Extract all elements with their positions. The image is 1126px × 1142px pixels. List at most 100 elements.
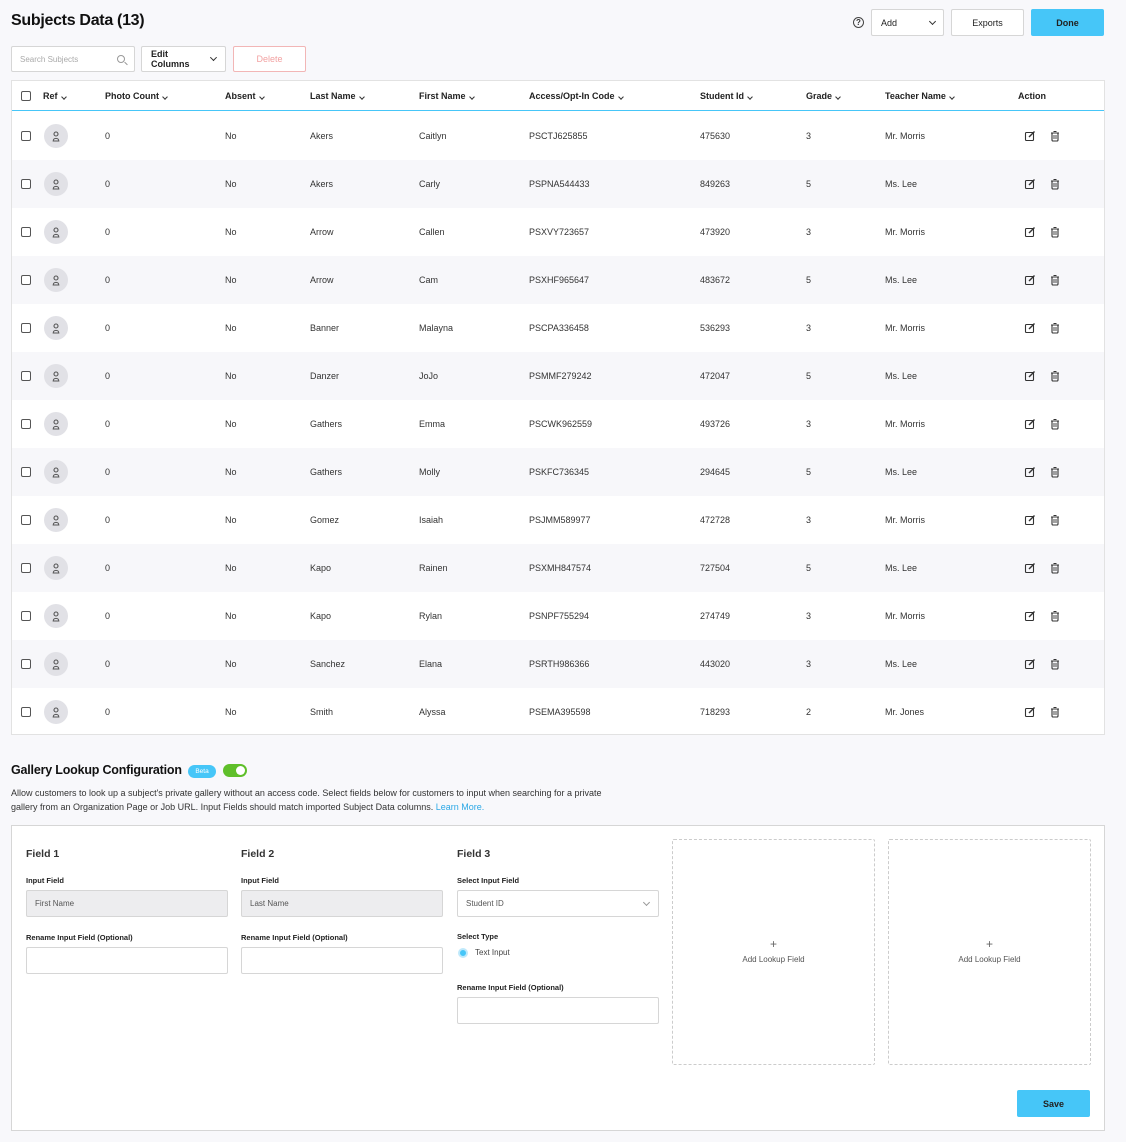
field-1-rename-input[interactable] <box>26 947 228 974</box>
grade-cell: 5 <box>806 179 812 189</box>
done-button[interactable]: Done <box>1031 9 1104 36</box>
row-checkbox[interactable] <box>21 179 31 189</box>
edit-icon[interactable] <box>1024 226 1036 238</box>
person-icon <box>51 418 61 430</box>
edit-icon[interactable] <box>1024 466 1036 478</box>
table-row: 0 No Banner Malayna PSCPA336458 536293 3 Mr. Mo… <box>12 304 1104 352</box>
absent-cell: No <box>225 419 237 429</box>
add-lookup-field-button[interactable]: + Add Lookup Field <box>672 839 875 1065</box>
row-checkbox[interactable] <box>21 275 31 285</box>
student-id-cell: 472728 <box>700 515 731 525</box>
add-lookup-field-button[interactable]: + Add Lookup Field <box>888 839 1091 1065</box>
trash-icon[interactable] <box>1049 178 1061 190</box>
add-lookup-field-label: Add Lookup Field <box>742 955 805 964</box>
edit-icon[interactable] <box>1024 706 1036 718</box>
field-2-rename-input[interactable] <box>241 947 443 974</box>
text-input-radio-label: Text Input <box>475 948 510 957</box>
column-header-last-name[interactable]: Last Name <box>310 91 365 101</box>
last-name-cell: Gomez <box>310 515 340 525</box>
delete-button[interactable]: Delete <box>233 46 306 72</box>
trash-icon[interactable] <box>1049 418 1061 430</box>
edit-icon[interactable] <box>1024 514 1036 526</box>
last-name-cell: Danzer <box>310 371 340 381</box>
field-3-select[interactable]: Student ID <box>457 890 659 917</box>
edit-icon[interactable] <box>1024 178 1036 190</box>
row-checkbox[interactable] <box>21 371 31 381</box>
edit-icon[interactable] <box>1024 130 1036 142</box>
column-header-access-code[interactable]: Access/Opt-In Code <box>529 91 624 101</box>
student-id-cell: 718293 <box>700 707 731 717</box>
trash-icon[interactable] <box>1049 370 1061 382</box>
question-circle-icon[interactable]: ? <box>853 17 864 28</box>
teacher-name-cell: Mr. Morris <box>885 515 925 525</box>
first-name-cell: JoJo <box>419 371 439 381</box>
table-header: Ref Photo Count Absent Last Name First N… <box>12 81 1104 111</box>
row-checkbox[interactable] <box>21 707 31 717</box>
trash-icon[interactable] <box>1049 514 1061 526</box>
gallery-lookup-toggle[interactable] <box>223 764 247 777</box>
row-checkbox[interactable] <box>21 227 31 237</box>
column-header-photo-count[interactable]: Photo Count <box>105 91 168 101</box>
trash-icon[interactable] <box>1049 274 1061 286</box>
trash-icon[interactable] <box>1049 562 1061 574</box>
column-header-grade[interactable]: Grade <box>806 91 841 101</box>
column-header-absent[interactable]: Absent <box>225 91 265 101</box>
trash-icon[interactable] <box>1049 226 1061 238</box>
row-checkbox[interactable] <box>21 611 31 621</box>
teacher-name-cell: Mr. Morris <box>885 323 925 333</box>
edit-icon[interactable] <box>1024 418 1036 430</box>
absent-cell: No <box>225 659 237 669</box>
photo-count-cell: 0 <box>105 275 111 285</box>
edit-icon[interactable] <box>1024 658 1036 670</box>
edit-icon[interactable] <box>1024 610 1036 622</box>
person-icon <box>51 706 61 718</box>
first-name-cell: Emma <box>419 419 446 429</box>
teacher-name-cell: Ms. Lee <box>885 467 918 477</box>
trash-icon[interactable] <box>1049 658 1061 670</box>
row-checkbox[interactable] <box>21 131 31 141</box>
add-dropdown-button[interactable]: Add <box>871 9 944 36</box>
field-3-rename-input[interactable] <box>457 997 659 1024</box>
row-checkbox[interactable] <box>21 419 31 429</box>
learn-more-link[interactable]: Learn More. <box>435 802 485 812</box>
edit-icon[interactable] <box>1024 274 1036 286</box>
column-header-first-name[interactable]: First Name <box>419 91 475 101</box>
select-all-checkbox[interactable] <box>21 91 31 101</box>
lookup-fields-panel: Field 1 Input Field First Name Rename In… <box>11 825 1105 1131</box>
trash-icon[interactable] <box>1049 466 1061 478</box>
field-1-input: First Name <box>26 890 228 917</box>
edit-columns-button[interactable]: Edit Columns <box>141 46 226 72</box>
row-checkbox[interactable] <box>21 323 31 333</box>
exports-button[interactable]: Exports <box>951 9 1024 36</box>
first-name-cell: Rylan <box>419 611 443 621</box>
search-icon <box>117 55 125 63</box>
column-header-ref[interactable]: Ref <box>43 91 67 101</box>
row-checkbox[interactable] <box>21 515 31 525</box>
trash-icon[interactable] <box>1049 322 1061 334</box>
trash-icon[interactable] <box>1049 610 1061 622</box>
column-header-student-id[interactable]: Student Id <box>700 91 753 101</box>
edit-icon[interactable] <box>1024 322 1036 334</box>
access-code-cell: PSEMA395598 <box>529 707 591 717</box>
grade-cell: 5 <box>806 563 812 573</box>
edit-icon[interactable] <box>1024 370 1036 382</box>
first-name-cell: Cam <box>419 275 439 285</box>
save-button[interactable]: Save <box>1017 1090 1090 1117</box>
row-checkbox[interactable] <box>21 563 31 573</box>
search-input[interactable]: Search Subjects <box>11 46 135 72</box>
column-header-teacher-name[interactable]: Teacher Name <box>885 91 955 101</box>
photo-count-cell: 0 <box>105 131 111 141</box>
field-1-rename-label: Rename Input Field (Optional) <box>26 933 133 942</box>
grade-cell: 3 <box>806 515 812 525</box>
access-code-cell: PSCPA336458 <box>529 323 589 333</box>
row-checkbox[interactable] <box>21 467 31 477</box>
text-input-radio[interactable] <box>458 948 468 958</box>
chevron-down-icon <box>642 898 651 907</box>
grade-cell: 2 <box>806 707 812 717</box>
row-checkbox[interactable] <box>21 659 31 669</box>
avatar <box>44 268 68 292</box>
edit-icon[interactable] <box>1024 562 1036 574</box>
student-id-cell: 294645 <box>700 467 731 477</box>
trash-icon[interactable] <box>1049 130 1061 142</box>
trash-icon[interactable] <box>1049 706 1061 718</box>
